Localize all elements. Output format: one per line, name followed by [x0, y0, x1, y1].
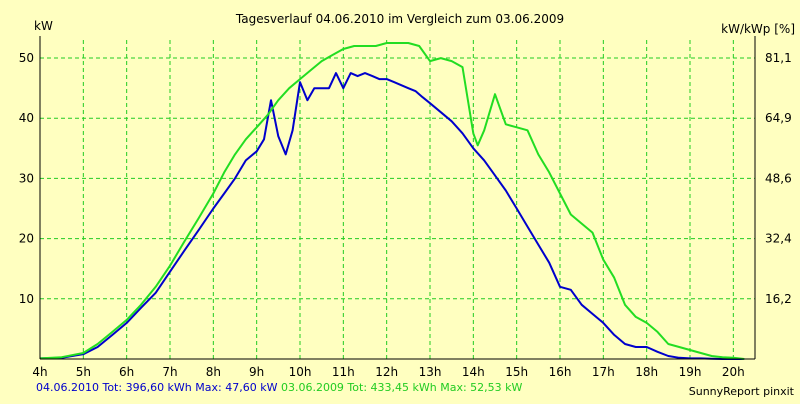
- chart-footer: 04.06.2010 Tot: 396,60 kWh Max: 47,60 kW…: [36, 381, 522, 394]
- x-tick-label: 20h: [722, 365, 745, 379]
- x-tick-label: 5h: [76, 365, 91, 379]
- series-line-2009: [39, 42, 745, 360]
- chart-title: Tagesverlauf 04.06.2010 im Vergleich zum…: [235, 12, 564, 26]
- series-line-2010: [39, 72, 745, 360]
- y-left-tick-label: 20: [19, 232, 34, 246]
- x-tick-label: 17h: [592, 365, 615, 379]
- x-tick-label: 6h: [119, 365, 134, 379]
- x-tick-label: 8h: [206, 365, 221, 379]
- y-right-tick-label: 32,4: [765, 232, 792, 246]
- footer-series-2010: 04.06.2010 Tot: 396,60 kWh Max: 47,60 kW: [36, 381, 278, 394]
- y-right-tick-label: 64,9: [765, 111, 792, 125]
- x-tick-label: 16h: [549, 365, 572, 379]
- x-tick-label: 7h: [162, 365, 177, 379]
- y-left-tick-label: 40: [19, 111, 34, 125]
- footer-series-2009: 03.06.2009 Tot: 433,45 kWh Max: 52,53 kW: [280, 381, 523, 394]
- x-tick-label: 10h: [289, 365, 312, 379]
- y-right-tick-label: 81,1: [765, 51, 792, 65]
- x-tick-label: 4h: [32, 365, 47, 379]
- y-left-tick-label: 50: [19, 51, 34, 65]
- x-tick-label: 18h: [635, 365, 658, 379]
- y-axis-left-label: kW: [34, 19, 53, 33]
- y-axis-right-label: kW/kWp [%]: [721, 22, 795, 36]
- x-tick-label: 13h: [419, 365, 442, 379]
- x-tick-label: 19h: [679, 365, 702, 379]
- x-tick-label: 12h: [375, 365, 398, 379]
- y-right-tick-label: 16,2: [765, 292, 792, 306]
- y-left-tick-label: 30: [19, 171, 34, 185]
- y-right-tick-label: 48,6: [765, 171, 792, 185]
- x-tick-label: 11h: [332, 365, 355, 379]
- y-left-tick-label: 10: [19, 292, 34, 306]
- x-tick-label: 14h: [462, 365, 485, 379]
- credit-text: SunnyReport pinxit: [688, 385, 794, 398]
- x-tick-label: 15h: [505, 365, 528, 379]
- plot-area: [40, 40, 755, 359]
- x-tick-label: 9h: [249, 365, 264, 379]
